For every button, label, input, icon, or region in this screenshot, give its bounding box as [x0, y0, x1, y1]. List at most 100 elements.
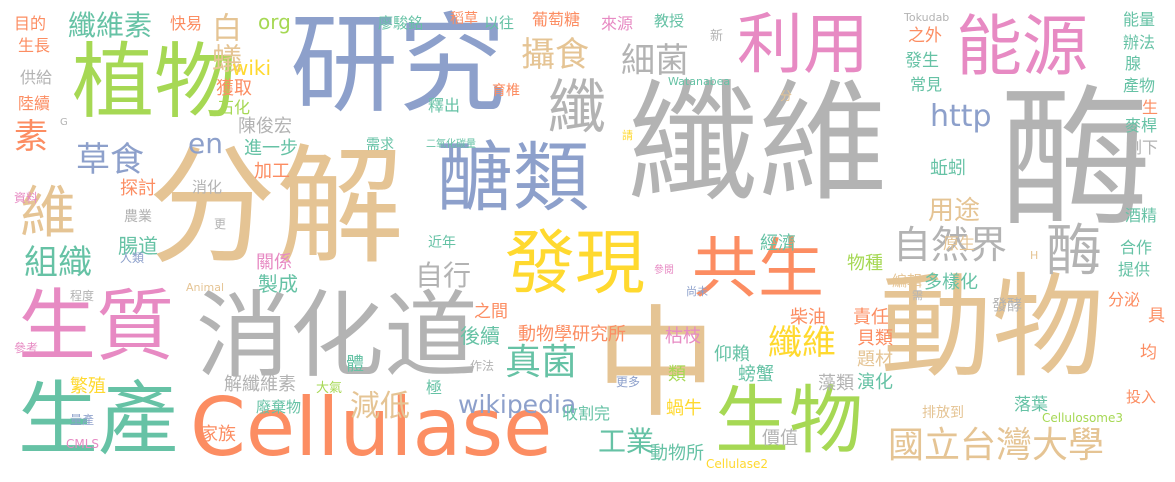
- word-bianji: 編輯: [892, 272, 923, 290]
- word-zixing: 自行: [415, 259, 472, 292]
- word-fajiao: 發酵: [992, 296, 1023, 314]
- word-tou-ru: 投入: [1126, 388, 1157, 406]
- word-zhong: 中: [596, 295, 716, 434]
- word-xuqiu: 需求: [366, 137, 394, 153]
- word-cellulosome3: Cellulosome3: [1042, 411, 1124, 425]
- word-luoye: 落葉: [1014, 395, 1048, 415]
- word-wiki: wiki: [232, 56, 272, 80]
- word-zhiwai: 之外: [908, 26, 942, 46]
- word-zhiwu: 植物: [72, 35, 237, 130]
- word-h: H: [1030, 249, 1039, 262]
- word-cellulase2: Cellulase2: [706, 457, 768, 471]
- word-jinnian: 近年: [428, 235, 456, 251]
- word-sheshi: 攝食: [521, 35, 589, 75]
- word-chengdu: 程度: [70, 289, 95, 303]
- word-yongtu: 用途: [928, 196, 981, 226]
- word-nengliang: 能量: [1123, 10, 1156, 29]
- word-baiyi: 白蟻: [206, 12, 241, 74]
- word-yuzhui: 育椎: [492, 83, 520, 99]
- word-shengzhi: 生質: [18, 282, 175, 372]
- word-xian: 纖: [548, 73, 607, 141]
- word-laiyuan: 來源: [601, 14, 634, 33]
- word-gongye: 工業: [598, 425, 655, 458]
- word-xiaohuadao: 消化道: [196, 282, 479, 391]
- word-ziranjie: 自然界: [893, 223, 1008, 267]
- word-daqi: 大氣: [316, 381, 343, 396]
- word-eryanghuatan: 二氧化碳量: [426, 139, 476, 150]
- word-yanjiu: 研究: [290, 3, 507, 128]
- word-sheng: 生: [1142, 98, 1159, 117]
- word-jiandi: 減低: [350, 389, 410, 424]
- word-jinyibu: 進一步: [244, 138, 298, 159]
- word-xijun: 細菌: [621, 41, 689, 81]
- word-xin: 新: [710, 29, 724, 44]
- word-xiaohua: 消化: [192, 178, 223, 196]
- word-jiaoshou: 教授: [654, 12, 685, 30]
- word-kuaiyi: 快易: [170, 14, 203, 33]
- word-renlei: 人類: [120, 251, 145, 265]
- word-watanabea: Watanabea: [668, 75, 731, 88]
- word-mei-large: 酶: [1000, 71, 1152, 248]
- word-zuofa: 作法: [470, 359, 495, 373]
- word-duoyanghua: 多樣化: [924, 272, 978, 293]
- word-shangwei: 尚未: [686, 285, 708, 298]
- word-maigan: 麥桿: [1125, 116, 1158, 135]
- word-dongwusuo: 動物所: [650, 443, 704, 464]
- word-paifangdao: 排放到: [922, 405, 964, 421]
- word-luxu: 陸續: [18, 94, 51, 113]
- word-wei: 維: [20, 181, 76, 246]
- word-fenjie: 分解: [148, 133, 405, 282]
- word-qiuyin: 蚯蚓: [930, 158, 966, 179]
- word-nongye: 農業: [124, 209, 152, 225]
- word-houxu: 後續: [460, 324, 500, 348]
- word-guoli-taiwan-daxue: 國立台灣大學: [888, 425, 1105, 466]
- word-yanglai: 仰賴: [714, 344, 750, 365]
- word-chaiyou: 柴油: [790, 307, 826, 328]
- word-tokudab: Tokudab: [904, 11, 950, 24]
- word-cellulase: Cellulase: [190, 381, 553, 474]
- word-jun: 均: [1140, 343, 1157, 363]
- word-putaotang: 葡萄糖: [532, 10, 581, 29]
- word-lei: 類: [668, 364, 686, 385]
- word-su: 素: [14, 117, 48, 157]
- word-pangxie: 螃蟹: [738, 364, 774, 385]
- word-zuzhi: 組織: [24, 243, 92, 283]
- word-liaojunming: 廖駿銘: [378, 14, 424, 32]
- word-xianweisu: 纖維素: [68, 9, 153, 42]
- word-g: G: [60, 117, 68, 128]
- word-banfa: 辦法: [1123, 33, 1156, 52]
- word-xianwei-small: 纖維: [768, 323, 836, 363]
- word-gongsheng: 共生: [692, 230, 824, 307]
- word-xian-gland: 腺: [1125, 54, 1142, 73]
- word-gengduo: 更多: [616, 375, 641, 389]
- word-tigong: 提供: [1118, 260, 1151, 279]
- word-shougewan: 收割完: [562, 404, 611, 423]
- word-shengchan: 生產: [18, 373, 178, 466]
- word-shihua: 石化: [218, 98, 251, 117]
- word-ju: 具: [1148, 306, 1165, 326]
- word-ti: 體: [346, 354, 364, 375]
- word-yanhua: 演化: [857, 372, 893, 393]
- word-shengxia: 剩下: [1126, 138, 1159, 157]
- word-jiujing: 酒精: [1125, 206, 1158, 225]
- word-dongwuxue-yanjiusuo: 動物學研究所: [518, 324, 626, 345]
- word-kuzhi: 枯枝: [665, 326, 701, 347]
- word-cankao: 參考: [14, 341, 39, 355]
- word-ticai: 題材: [857, 349, 893, 370]
- word-wikipedia: wikipedia: [458, 390, 577, 419]
- word-xianwei-large: 纖維: [628, 67, 889, 219]
- word-org: org: [258, 10, 291, 34]
- word-liangchan: 量產: [70, 413, 95, 427]
- word-jiazu: 家族: [200, 424, 236, 445]
- word-chanwu: 產物: [1123, 76, 1156, 95]
- word-zaolei: 藻類: [818, 373, 854, 394]
- word-zhijian: 之間: [474, 302, 508, 322]
- word-faxian: 發現: [505, 222, 645, 304]
- word-woniu: 蝸牛: [666, 398, 702, 419]
- word-changdao: 腸道: [118, 234, 158, 258]
- word-zhenjun: 真菌: [505, 342, 578, 383]
- word-beilei: 貝類: [857, 328, 893, 349]
- word-nengyuan: 能源: [956, 8, 1088, 85]
- word-wuzhong: 物種: [847, 253, 883, 274]
- word-chenjunhong: 陳俊宏: [238, 116, 292, 137]
